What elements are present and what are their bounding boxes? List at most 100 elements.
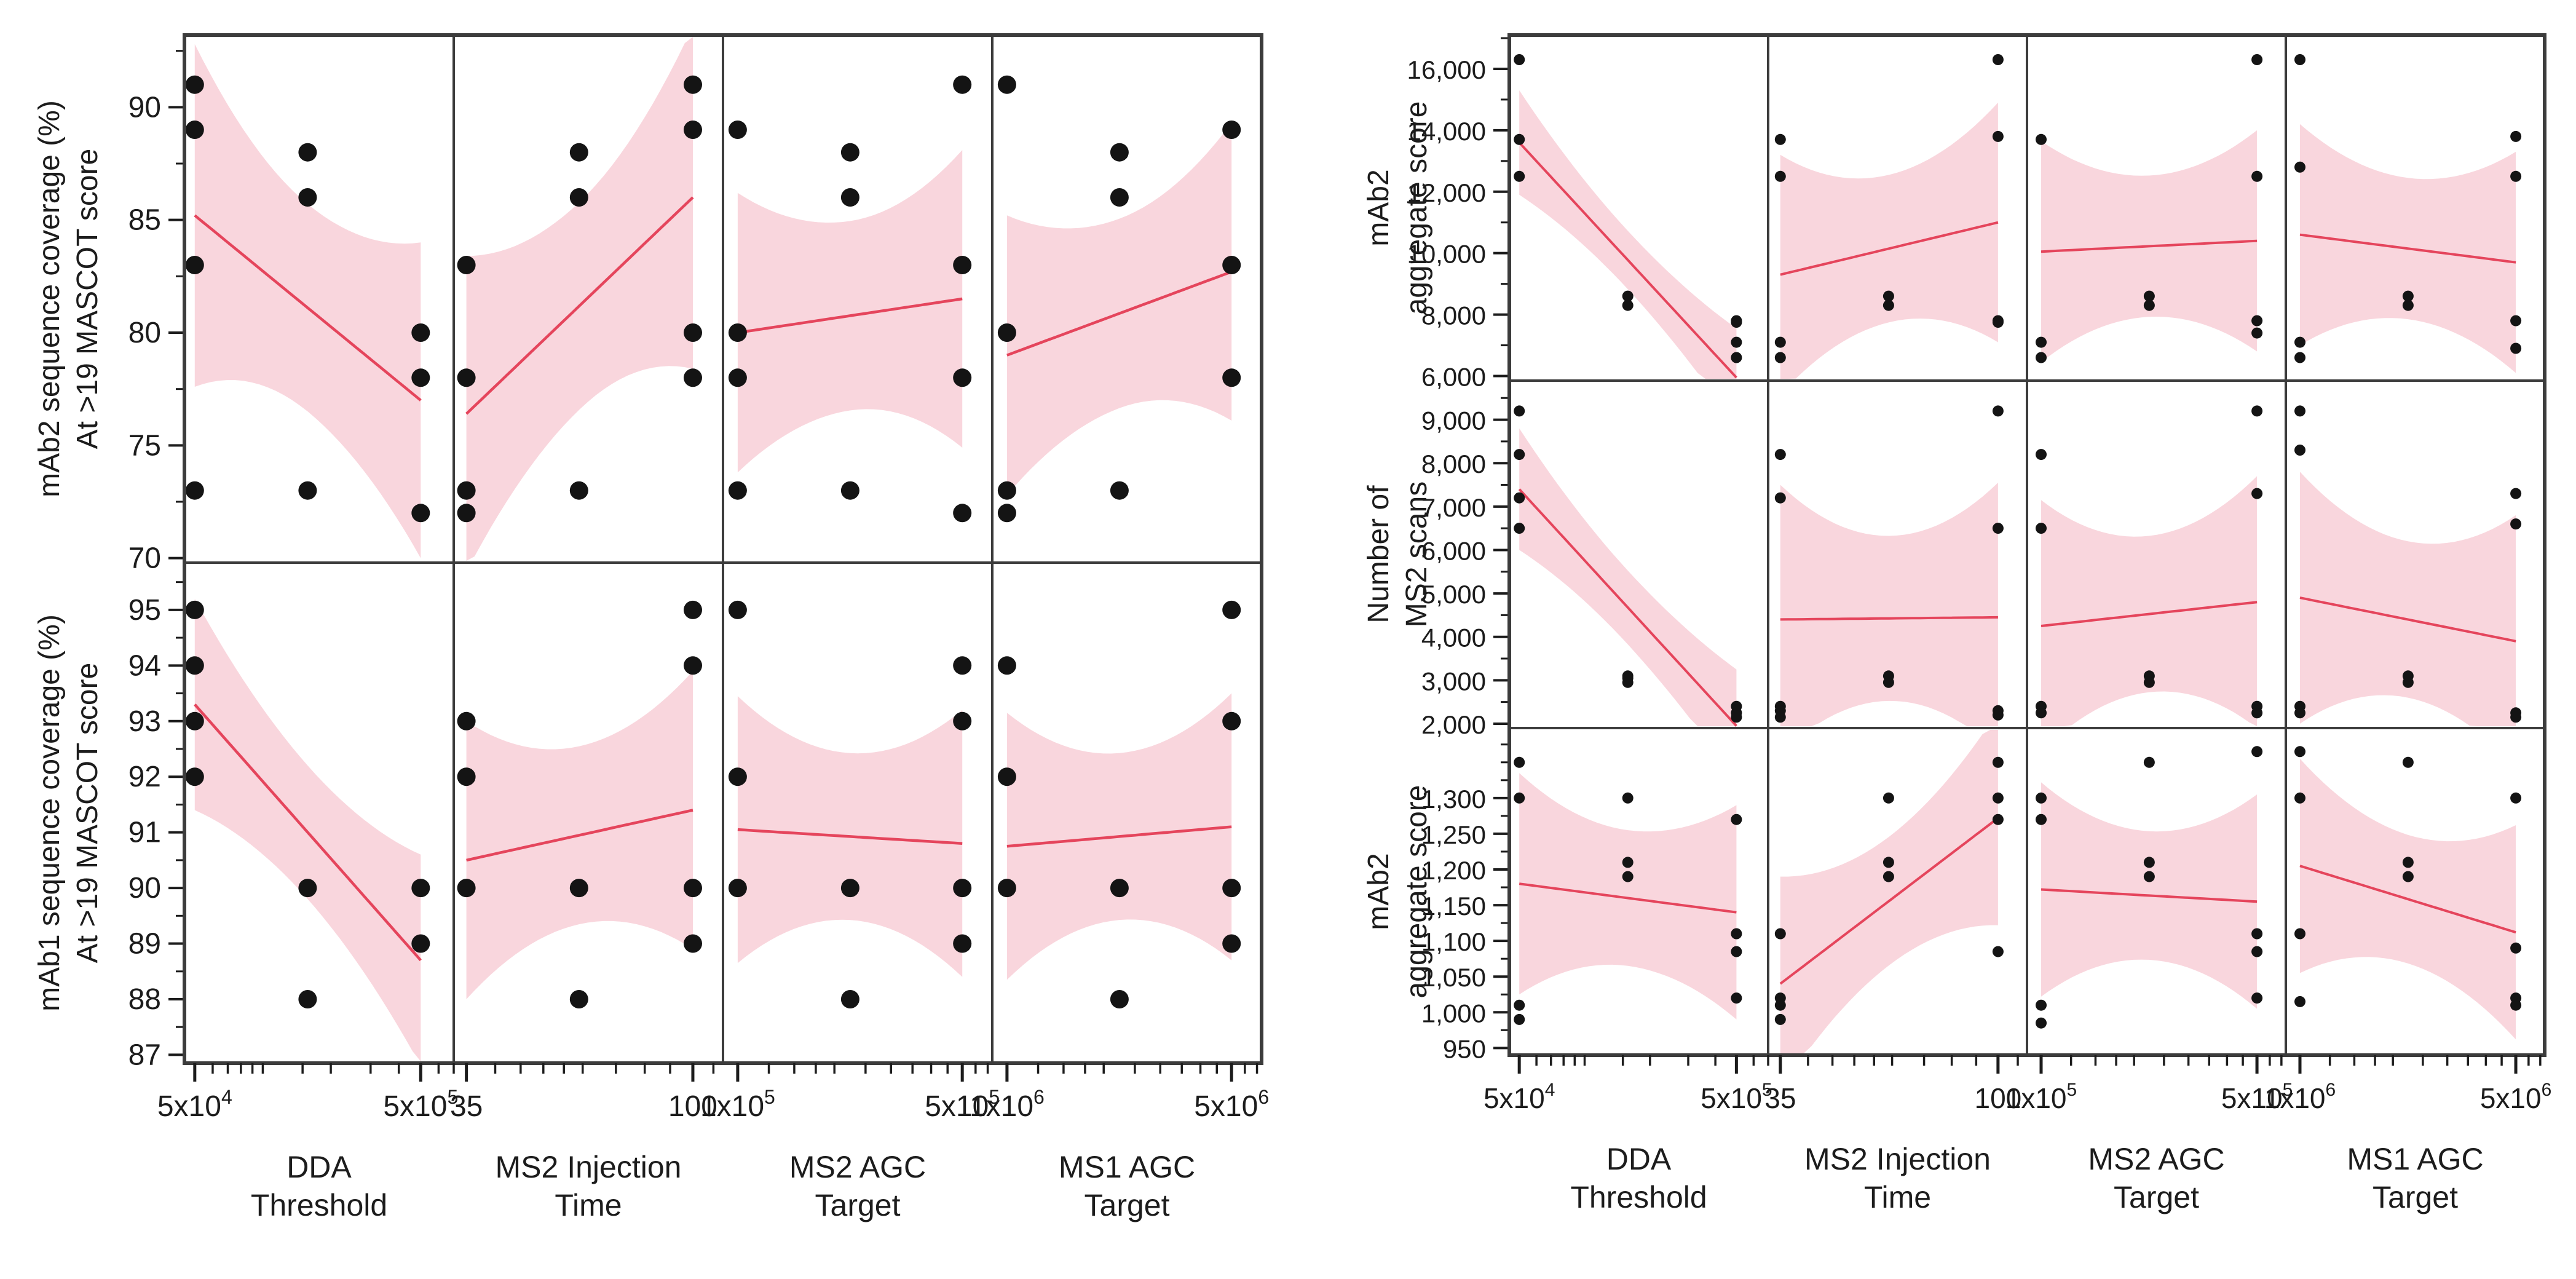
data-point bbox=[1731, 928, 1742, 940]
y-tick-label: 5,000 bbox=[1421, 580, 1486, 609]
factor-label: Time bbox=[1864, 1180, 1931, 1214]
x-axis-col-1: 35 100 MS2 Injection Time bbox=[450, 1063, 717, 1222]
data-point bbox=[1774, 170, 1786, 182]
data-point bbox=[457, 256, 476, 274]
y-tick-label: 8,000 bbox=[1421, 449, 1486, 478]
data-point bbox=[953, 504, 972, 523]
x-tick-label: 100 bbox=[668, 1090, 717, 1123]
data-point bbox=[1110, 481, 1129, 500]
data-point bbox=[1110, 990, 1129, 1008]
data-point bbox=[684, 75, 702, 94]
data-point bbox=[1222, 600, 1241, 619]
x-axis-col-2: 1x105 5x105 MS2 AGC Target bbox=[700, 1063, 1000, 1222]
data-point bbox=[457, 481, 476, 500]
data-point bbox=[684, 121, 702, 139]
y-axis-title: MS2 scans bbox=[1401, 481, 1433, 627]
y-tick-label: 1,250 bbox=[1421, 820, 1486, 849]
data-point bbox=[1622, 857, 1634, 868]
data-point bbox=[2036, 449, 2047, 461]
data-point bbox=[298, 143, 317, 162]
data-point bbox=[2251, 54, 2263, 65]
data-point bbox=[2036, 707, 2047, 719]
data-point bbox=[2294, 746, 2305, 758]
data-point bbox=[1992, 946, 2004, 957]
data-point bbox=[840, 143, 859, 162]
confidence-band bbox=[1780, 730, 1998, 1053]
data-point bbox=[569, 143, 588, 162]
data-point bbox=[2251, 928, 2263, 940]
factor-label: MS2 Injection bbox=[496, 1150, 682, 1184]
factor-label: Time bbox=[555, 1188, 622, 1222]
data-point bbox=[840, 188, 859, 207]
data-point bbox=[457, 711, 476, 731]
data-point bbox=[2402, 299, 2414, 311]
cell-r0c0 bbox=[183, 34, 455, 564]
data-point bbox=[1992, 709, 2004, 721]
x-tick-label: 5x106 bbox=[2480, 1080, 2551, 1114]
data-point bbox=[684, 600, 702, 619]
data-point bbox=[457, 879, 476, 898]
data-point bbox=[2510, 315, 2522, 327]
data-point bbox=[2510, 711, 2522, 723]
y-axis-title: Number of bbox=[1362, 485, 1395, 624]
data-point bbox=[2510, 343, 2522, 354]
trend-line bbox=[1006, 270, 1232, 357]
cell-r2c1 bbox=[1767, 727, 2028, 1056]
data-point bbox=[2402, 290, 2414, 302]
trend-line bbox=[1519, 882, 1737, 914]
data-point bbox=[953, 879, 972, 898]
data-point bbox=[1883, 792, 1894, 804]
data-point bbox=[1222, 879, 1241, 898]
x-tick-label: 35 bbox=[450, 1090, 483, 1123]
trend-line bbox=[194, 214, 422, 402]
x-tick-label: 5x104 bbox=[1484, 1080, 1555, 1114]
data-point bbox=[997, 504, 1016, 523]
y-tick-label: 1,300 bbox=[1421, 785, 1486, 814]
cell-r0c3 bbox=[2285, 34, 2546, 382]
data-point bbox=[1731, 946, 1742, 957]
cell-r1c2 bbox=[2026, 379, 2287, 729]
data-point bbox=[1774, 449, 1786, 461]
data-point bbox=[298, 990, 317, 1008]
data-point bbox=[185, 767, 204, 786]
data-point bbox=[728, 481, 747, 500]
y-axis-title: mAb2 bbox=[1362, 169, 1395, 246]
trend-line bbox=[737, 828, 963, 845]
data-point bbox=[2143, 756, 2155, 768]
data-point bbox=[840, 990, 859, 1008]
data-point bbox=[569, 879, 588, 898]
data-point bbox=[2510, 942, 2522, 954]
data-point bbox=[1774, 928, 1786, 940]
data-point bbox=[840, 879, 859, 898]
data-point bbox=[2251, 405, 2263, 417]
y-axis-title: At >19 MASCOT score bbox=[71, 663, 104, 964]
data-point bbox=[1514, 133, 1525, 145]
data-point bbox=[2294, 996, 2305, 1007]
data-point bbox=[2143, 871, 2155, 882]
cell-r0c3 bbox=[991, 34, 1263, 564]
data-point bbox=[185, 656, 204, 675]
y-tick-label: 87 bbox=[128, 1039, 161, 1071]
y-tick-label: 3,000 bbox=[1421, 667, 1486, 695]
data-point bbox=[1622, 290, 1634, 302]
data-point bbox=[298, 188, 317, 207]
data-point bbox=[1992, 317, 2004, 328]
y-tick-label: 1,200 bbox=[1421, 856, 1486, 885]
data-point bbox=[569, 990, 588, 1008]
data-point bbox=[185, 600, 204, 619]
data-point bbox=[997, 323, 1016, 342]
x-tick-label: 100 bbox=[1974, 1082, 2021, 1114]
data-point bbox=[684, 879, 702, 898]
data-point bbox=[2036, 792, 2047, 804]
confidence-band bbox=[194, 598, 421, 1061]
panel-row-1: 2,000 3,000 4,000 5,000 6,000 7,000 8,000 9,000… bbox=[1362, 379, 2546, 739]
y-tick-label: 1,150 bbox=[1421, 892, 1486, 921]
data-point bbox=[2143, 676, 2155, 688]
data-point bbox=[411, 504, 430, 523]
cell-r2c2 bbox=[2026, 727, 2287, 1056]
data-point bbox=[953, 368, 972, 387]
data-point bbox=[2143, 299, 2155, 311]
factor-label: MS2 AGC bbox=[2088, 1142, 2224, 1176]
trend-line bbox=[1780, 616, 1998, 621]
x-tick-label: 5x106 bbox=[1194, 1086, 1269, 1123]
